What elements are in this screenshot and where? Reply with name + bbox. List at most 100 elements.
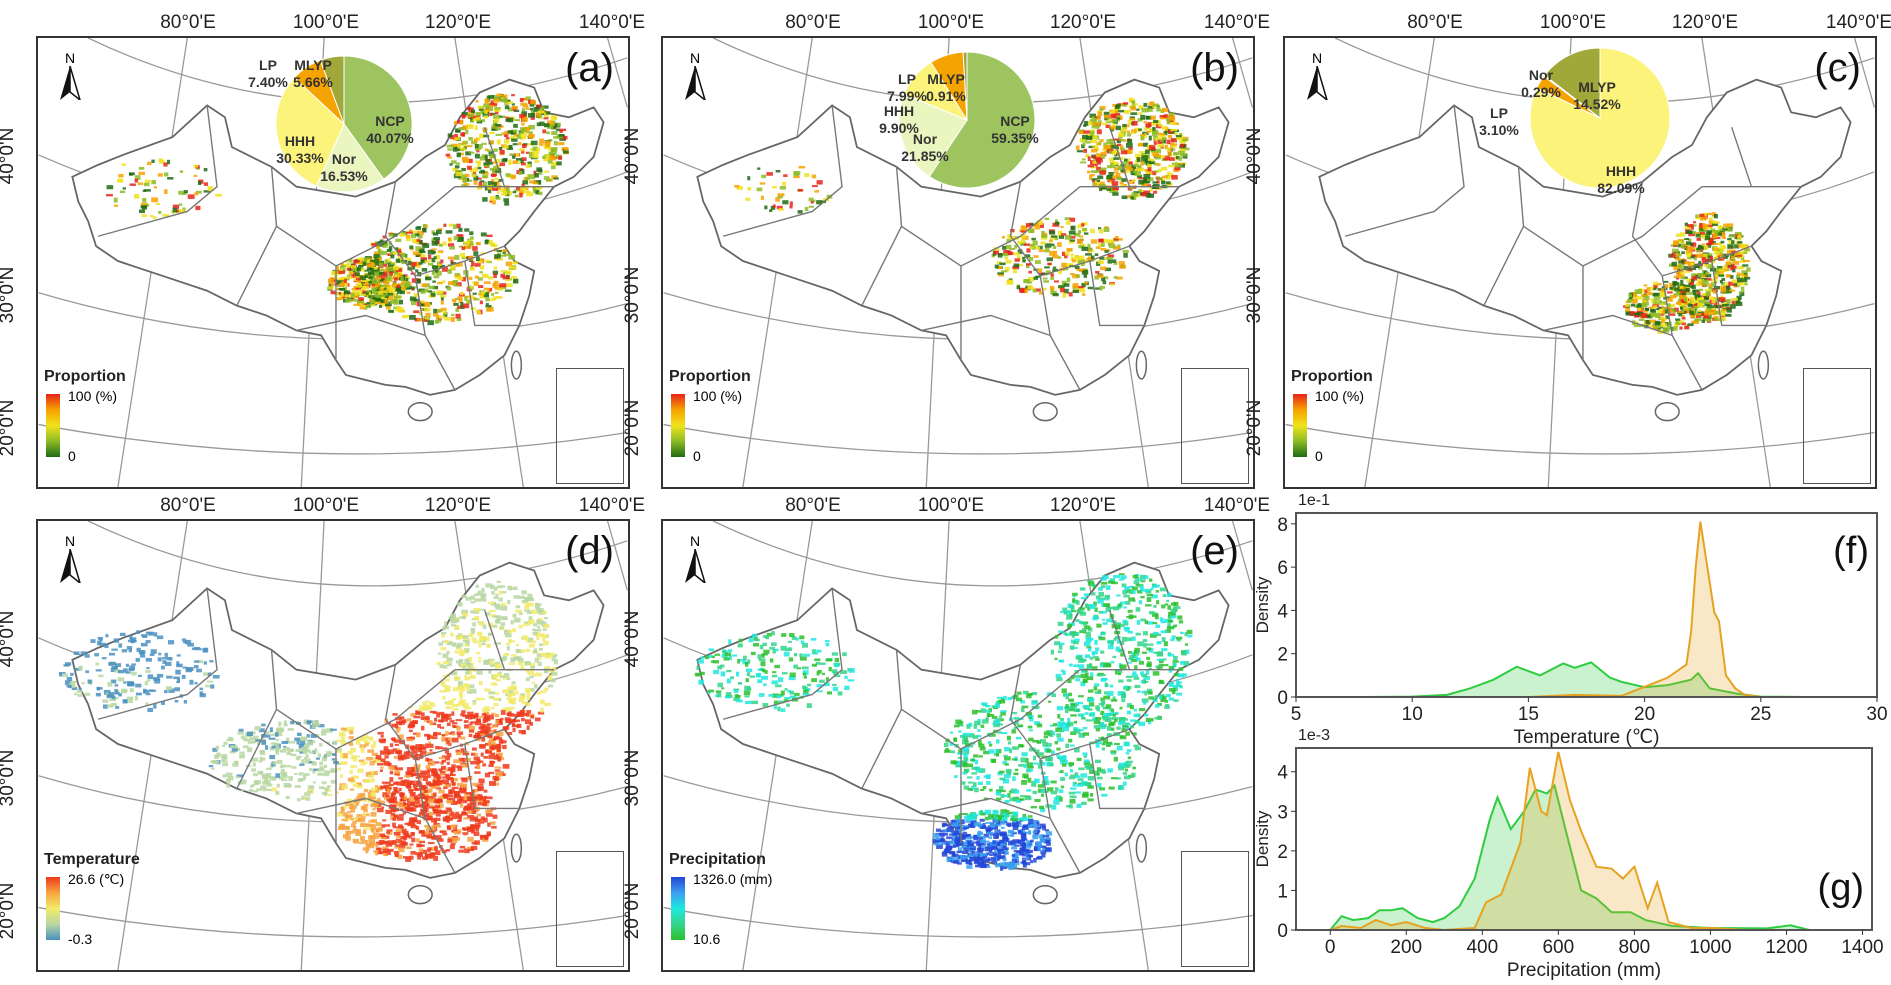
longitude-label: 100°0'E [1539,12,1607,33]
province-border [1009,664,1130,760]
pie-label-ncp: NCP 59.35% [991,113,1038,147]
pie-label-hhh: HHH 9.90% [879,103,919,137]
taiwan-island [1757,350,1770,380]
graticule-line [1853,38,1875,108]
graticule-line [1231,38,1253,108]
map-canvas [663,521,1253,970]
pie-label-hhh: HHH 30.33% [276,133,323,167]
hainan-island [1654,402,1680,422]
density-line-series-0 [1296,661,1808,698]
pie-label-hhh: HHH 82.09% [1597,163,1644,197]
province-border [1009,181,1130,277]
pie-slice-mlyp [319,55,345,125]
x-tick-label: 1000 [1689,937,1731,958]
map-panel-a: 80°0'E 100°0'E 120°0'E 140°0'E 40°0'N 30°0'N 2… [0,12,645,489]
y-tick-label: 1 [1277,881,1288,902]
map-panel-e: 80°0'E 100°0'E 120°0'E 140°0'E 40°0'N 30°0'N 2… [622,495,1270,972]
province-border [921,314,1051,337]
legend-color-bar [671,877,685,940]
panel-label: (a) [565,46,614,90]
density-line-series-1 [1329,751,1810,932]
graticule-line [663,906,1253,938]
color-legend: Proportion 100 (%) 0 [44,368,126,464]
longitude-label: 120°0'E [1049,495,1117,516]
y-exponent-label: 1e-3 [1298,727,1330,744]
latitude-label: 20°0'N [622,882,643,940]
map-canvas [663,38,1253,487]
longitude-label: 120°0'E [1049,12,1117,33]
hainan-island [1032,885,1058,905]
province-border [97,105,218,237]
province-border [1039,275,1081,391]
taiwan-island [510,833,523,863]
legend-title: Proportion [669,368,751,385]
pie-label-value: 3.10% [1479,122,1519,138]
raster-layer [106,93,570,326]
south-china-sea-inset [556,368,624,484]
raster-layer [734,97,1190,298]
pie-label-nor: Nor 21.85% [901,131,948,165]
north-label: N [64,533,76,549]
pie-label-name: LP [898,71,916,87]
graticule-line [712,521,1253,587]
province-border [1517,166,1703,267]
pie-chart [898,51,1036,189]
legend-color-bar [46,394,60,457]
graticule-line [606,521,628,591]
province-border [97,588,218,720]
legend-max-label: 100 (%) [1315,388,1365,404]
pie-label-name: Nor [912,131,938,147]
map-panel-d: 80°0'E 100°0'E 120°0'E 140°0'E 40°0'N 30°0'N 2… [0,495,645,972]
province-border [1089,260,1145,327]
province-border [1661,275,1703,391]
y-tick-label: 2 [1277,842,1288,863]
longitude-label: 80°0'E [785,495,841,516]
latitude-label: 30°0'N [0,749,18,807]
pie-label-value: 0.91% [926,88,966,104]
north-label: N [64,50,76,66]
panel-label: (d) [565,529,614,573]
latitude-label: 30°0'N [0,266,18,324]
province-border [1543,314,1673,337]
province-border [722,588,843,720]
longitude-label: 100°0'E [292,495,360,516]
y-tick-label: 0 [1277,688,1288,709]
longitude-label: 140°0'E [1825,12,1891,33]
province-border [921,797,1051,820]
pie-label-mlyp: MLYP 14.52% [1573,79,1620,113]
x-tick-label: 1400 [1841,937,1883,958]
x-axis-title: Temperature (℃) [1514,727,1660,748]
pie-slice-nor [315,122,385,193]
province-border [722,105,843,237]
x-tick-label: 1200 [1765,937,1807,958]
province-border [464,743,520,810]
south-china-sea-inset [556,851,624,967]
province-border [1631,181,1752,277]
x-tick-label: 600 [1542,937,1574,958]
province-border [861,709,903,789]
density-area-series-0 [1330,785,1810,930]
pie-label-name: LP [259,57,277,73]
north-label: N [689,533,701,549]
legend-max-label: 100 (%) [68,388,118,404]
pie-label-name: Nor [1528,67,1554,83]
pie-label-name: MLYP [1578,79,1616,95]
pie-label-name: HHH [284,133,316,149]
panel-label: (c) [1814,46,1861,90]
north-label: N [689,50,701,66]
density-line-series-0 [1329,783,1810,931]
longitude-label: 140°0'E [1203,12,1271,33]
y-axis-title: Density [1253,810,1272,867]
y-tick-label: 3 [1277,802,1288,823]
taiwan-island [510,350,523,380]
x-tick-label: 800 [1619,937,1651,958]
legend-color-bar [1293,394,1307,457]
x-tick-label: 30 [1866,704,1887,725]
pie-label-value: 82.09% [1597,180,1645,196]
graticule-line [38,906,628,938]
map-canvas [1285,38,1875,487]
raster-layer [1623,212,1751,335]
pie-label-value: 7.40% [248,74,288,90]
south-china-sea-inset [1803,368,1871,484]
x-tick-label: 400 [1466,937,1498,958]
